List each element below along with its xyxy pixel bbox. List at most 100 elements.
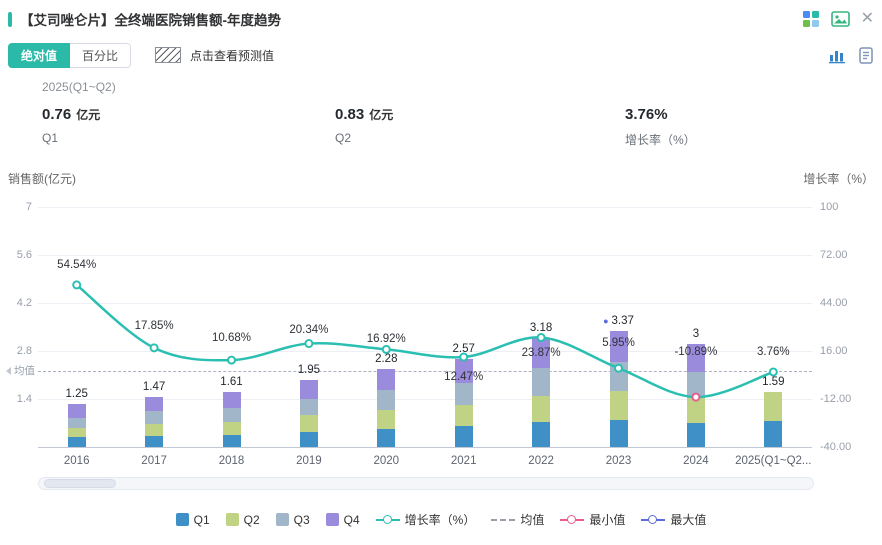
stat-q2-label: Q2 [335, 131, 352, 145]
bar-segment-q1-2016[interactable] [67, 437, 86, 447]
forecast-hint-label[interactable]: 点击查看预测值 [190, 48, 275, 63]
bar-segment-q4-2021[interactable] [454, 358, 473, 383]
chart-scrollbar-track[interactable] [38, 477, 814, 490]
bar-total-label: 1.47 [142, 380, 166, 393]
bar-segment-q2-2024[interactable] [686, 397, 705, 423]
y-axis-tick-right: 44.00 [820, 297, 848, 309]
panel-header: 【艾司唑仑片】全终端医院销售额-年度趋势 ✕ [8, 8, 874, 30]
table-view-icon[interactable] [858, 46, 874, 64]
bar-segment-q4-2022[interactable] [532, 337, 551, 369]
chart-legend: Q1 Q2 Q3 Q4 增长率（%） 均值 最小值 最大值 [0, 511, 882, 528]
stat-q1-label: Q1 [42, 131, 59, 145]
legend-item-max[interactable]: 最大值 [641, 511, 706, 528]
y-axis-tick-right: 72.00 [820, 249, 848, 261]
q1-swatch-icon [175, 513, 189, 526]
bar-total-label: 1.95 [297, 364, 321, 377]
panel-title: 【艾司唑仑片】全终端医院销售额-年度趋势 [20, 13, 281, 28]
legend-item-q2[interactable]: Q2 [225, 512, 260, 527]
chart-scrollbar-thumb[interactable] [44, 479, 116, 488]
bar-segment-q2-2018[interactable] [222, 421, 241, 435]
legend-item-q4[interactable]: Q4 [325, 513, 360, 527]
bar-segment-q2-2021[interactable] [454, 405, 473, 427]
bar-segment-q2-2019[interactable] [299, 415, 318, 432]
bar-segment-q4-2019[interactable] [299, 380, 318, 399]
bar-segment-q4-2018[interactable] [222, 391, 241, 408]
growth-point[interactable] [536, 333, 546, 343]
growth-point[interactable] [381, 344, 391, 354]
growth-point[interactable] [614, 363, 623, 373]
bar-segment-q3-2021[interactable] [454, 382, 473, 406]
bar-segment-q3-2016[interactable] [67, 417, 86, 428]
y-axis-tick-right: 16.00 [820, 345, 848, 357]
legend-item-min[interactable]: 最小值 [560, 511, 625, 528]
bar-segment-q4-2016[interactable] [67, 404, 86, 418]
bar-segment-q4-2024[interactable] [686, 344, 705, 372]
x-axis-label: 2025(Q1~Q2... [735, 455, 812, 467]
mean-tag-label: 均值 [14, 364, 35, 377]
bar-segment-q1-2019[interactable] [299, 431, 318, 447]
y-axis-tick-right: -12.00 [820, 393, 852, 405]
bar-segment-q3-2022[interactable] [532, 368, 551, 397]
bar-segment-q1-2022[interactable] [532, 422, 551, 447]
bar-segment-q4-2023[interactable] [609, 331, 628, 363]
tab-absolute-value[interactable]: 绝对值 [8, 42, 71, 68]
bar-segment-q2-2020[interactable] [377, 410, 396, 430]
bar-total-label: ● 3.37 [603, 315, 634, 328]
bar-segment-q2-2016[interactable] [67, 427, 86, 438]
legend-item-q1[interactable]: Q1 [175, 512, 210, 527]
legend-label: Q2 [243, 512, 260, 527]
y-axis-tick-left: 7 [25, 201, 32, 213]
bar-segment-q3-2019[interactable] [299, 398, 318, 416]
close-icon[interactable]: ✕ [860, 10, 874, 27]
growth-point[interactable] [72, 280, 82, 290]
y-axis-tick-left: 5.6 [16, 249, 32, 261]
grid-line [38, 207, 812, 208]
bar-segment-q3-2018[interactable] [222, 407, 241, 422]
bar-segment-q1-2023[interactable] [609, 419, 628, 447]
max-marker-icon [641, 514, 666, 525]
y-axis-tick-left: 2.8 [16, 345, 32, 357]
mean-dash-icon [491, 514, 516, 525]
chart-view-icon[interactable] [828, 47, 846, 64]
x-axis-label: 2022 [528, 455, 554, 467]
bar-segment-q4-2020[interactable] [377, 368, 396, 391]
bar-segment-q1-2021[interactable] [454, 426, 473, 447]
x-axis-label: 2024 [683, 455, 709, 467]
bar-segment-q2-2023[interactable] [609, 391, 628, 420]
bar-segment-q4-2017[interactable] [145, 396, 164, 411]
growth-rate-label: 3.76% [756, 345, 790, 358]
bar-segment-q2-2025(Q1~Q2...[interactable] [764, 392, 783, 421]
tab-percentage[interactable]: 百分比 [70, 42, 132, 68]
legend-item-q3[interactable]: Q3 [275, 512, 310, 527]
bar-segment-q1-2018[interactable] [222, 434, 241, 447]
bar-segment-q1-2025(Q1~Q2...[interactable] [764, 420, 783, 447]
bar-segment-q1-2024[interactable] [686, 423, 705, 447]
growth-point[interactable] [459, 352, 469, 362]
legend-label: Q3 [293, 512, 310, 527]
bar-segment-q2-2022[interactable] [532, 396, 551, 423]
growth-point[interactable] [691, 392, 701, 402]
bar-total-label: 1.59 [762, 376, 785, 389]
growth-point[interactable] [149, 343, 159, 353]
bar-segment-q2-2017[interactable] [145, 424, 164, 436]
bar-segment-q1-2020[interactable] [377, 429, 396, 447]
y-axis-tick-right: 100 [820, 201, 839, 213]
bar-segment-q3-2020[interactable] [377, 390, 396, 411]
growth-point[interactable] [304, 339, 314, 349]
bar-segment-q3-2017[interactable] [145, 411, 164, 425]
forecast-hatch-icon[interactable] [155, 47, 182, 63]
growth-point[interactable] [227, 355, 236, 365]
bar-segment-q1-2017[interactable] [145, 435, 164, 447]
legend-item-growth-rate[interactable]: 增长率（%） [375, 511, 475, 528]
summary-stats: 0.76 亿元 Q1 0.83 亿元 Q2 3.76% 增长率（%） [42, 106, 852, 148]
legend-label: 最大值 [670, 513, 707, 527]
growth-point[interactable] [768, 367, 778, 377]
x-axis-label: 2021 [450, 455, 477, 467]
legend-item-mean[interactable]: 均值 [491, 511, 544, 528]
bar-total-label: 2.28 [375, 352, 398, 365]
export-image-icon[interactable] [830, 10, 850, 28]
export-excel-icon[interactable] [802, 10, 820, 28]
legend-label: Q1 [193, 512, 210, 527]
